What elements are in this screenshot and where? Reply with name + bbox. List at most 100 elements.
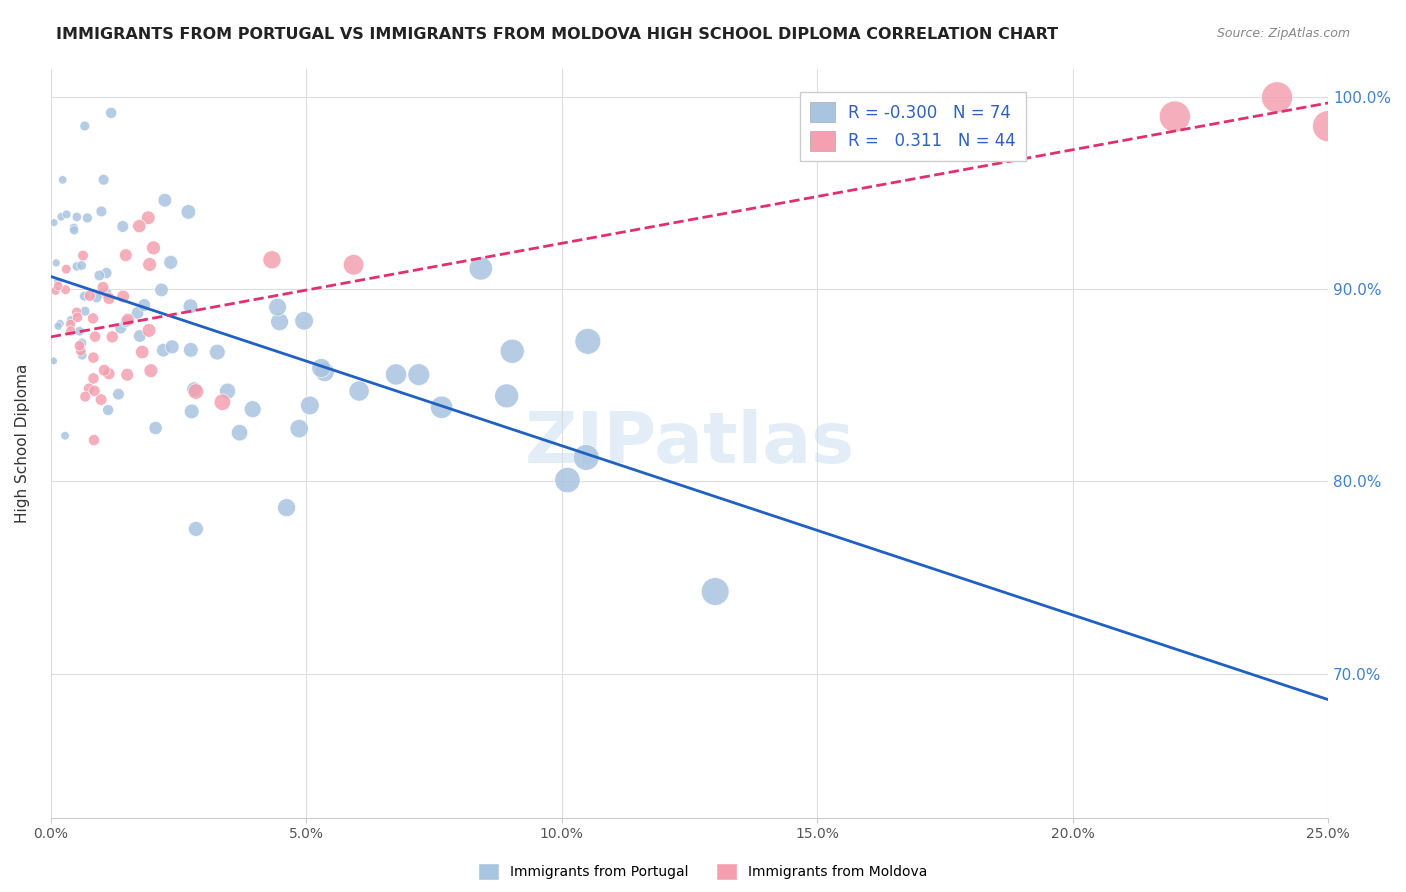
Point xyxy=(69,339,91,353)
Point xyxy=(96,266,118,280)
Point xyxy=(86,290,108,304)
Point xyxy=(96,286,118,301)
Point xyxy=(66,305,89,319)
Point xyxy=(180,343,202,357)
Point xyxy=(160,340,183,354)
Point xyxy=(177,205,200,219)
Point xyxy=(704,584,727,599)
Point xyxy=(66,210,89,224)
Point xyxy=(128,219,150,233)
Point xyxy=(115,314,138,328)
Point xyxy=(49,210,72,224)
Point xyxy=(128,329,150,343)
Point xyxy=(269,315,291,329)
Point xyxy=(217,384,239,398)
Point xyxy=(73,304,96,318)
Point xyxy=(207,345,229,359)
Point xyxy=(90,204,112,219)
Point xyxy=(45,256,67,270)
Point xyxy=(84,329,107,343)
Point xyxy=(69,343,91,358)
Point xyxy=(153,193,176,207)
Point xyxy=(49,317,72,331)
Point xyxy=(138,323,160,337)
Text: IMMIGRANTS FROM PORTUGAL VS IMMIGRANTS FROM MOLDOVA HIGH SCHOOL DIPLOMA CORRELAT: IMMIGRANTS FROM PORTUGAL VS IMMIGRANTS F… xyxy=(56,27,1059,42)
Point xyxy=(73,119,96,133)
Point xyxy=(45,284,67,298)
Point xyxy=(59,318,82,332)
Legend: Immigrants from Portugal, Immigrants from Moldova: Immigrants from Portugal, Immigrants fro… xyxy=(472,857,934,885)
Legend: R = -0.300   N = 74, R =   0.311   N = 44: R = -0.300 N = 74, R = 0.311 N = 44 xyxy=(800,92,1026,161)
Text: Source: ZipAtlas.com: Source: ZipAtlas.com xyxy=(1216,27,1350,40)
Point xyxy=(112,289,135,303)
Point xyxy=(70,259,93,273)
Point xyxy=(59,324,82,338)
Point xyxy=(314,365,336,379)
Point xyxy=(292,314,315,328)
Point xyxy=(90,392,112,407)
Point xyxy=(55,262,77,277)
Point xyxy=(298,399,321,413)
Point xyxy=(72,248,94,262)
Point xyxy=(93,172,115,186)
Point xyxy=(184,384,207,399)
Point xyxy=(179,299,201,313)
Point xyxy=(89,268,111,283)
Point xyxy=(152,343,174,358)
Point xyxy=(114,248,136,262)
Point xyxy=(343,258,366,272)
Point xyxy=(97,367,120,381)
Point xyxy=(288,422,311,436)
Point xyxy=(311,361,333,376)
Point xyxy=(136,211,159,225)
Point xyxy=(1164,110,1187,124)
Point xyxy=(139,364,162,378)
Point xyxy=(266,300,288,314)
Point xyxy=(46,319,69,334)
Point xyxy=(107,387,129,401)
Point xyxy=(79,289,101,303)
Point xyxy=(53,428,76,442)
Point xyxy=(91,280,114,294)
Point xyxy=(145,421,167,435)
Point xyxy=(42,354,65,368)
Point xyxy=(127,306,149,320)
Point xyxy=(347,384,370,398)
Point xyxy=(70,348,93,362)
Point xyxy=(576,334,599,349)
Point xyxy=(159,255,181,269)
Point xyxy=(117,312,139,326)
Point xyxy=(82,351,104,365)
Point xyxy=(46,275,69,289)
Y-axis label: High School Diploma: High School Diploma xyxy=(15,363,30,523)
Point xyxy=(228,425,250,440)
Point xyxy=(115,368,138,382)
Point xyxy=(276,500,298,515)
Point xyxy=(110,321,132,335)
Point xyxy=(111,219,134,234)
Point xyxy=(70,335,93,350)
Point xyxy=(52,173,75,187)
Point xyxy=(211,395,233,409)
Point xyxy=(42,216,65,230)
Point xyxy=(66,260,89,274)
Point xyxy=(180,404,202,418)
Point xyxy=(63,223,86,237)
Point xyxy=(1265,90,1288,104)
Point xyxy=(82,311,104,326)
Point xyxy=(1317,119,1340,133)
Point xyxy=(138,257,160,271)
Point xyxy=(59,313,82,327)
Point xyxy=(75,390,97,404)
Point xyxy=(470,261,492,276)
Text: ZIPatlas: ZIPatlas xyxy=(524,409,855,477)
Point xyxy=(82,371,104,385)
Point xyxy=(260,252,283,267)
Point xyxy=(575,450,598,465)
Point xyxy=(55,283,77,297)
Point xyxy=(76,211,98,225)
Point xyxy=(385,368,408,382)
Point xyxy=(93,363,115,377)
Point xyxy=(142,241,165,255)
Point xyxy=(98,292,121,306)
